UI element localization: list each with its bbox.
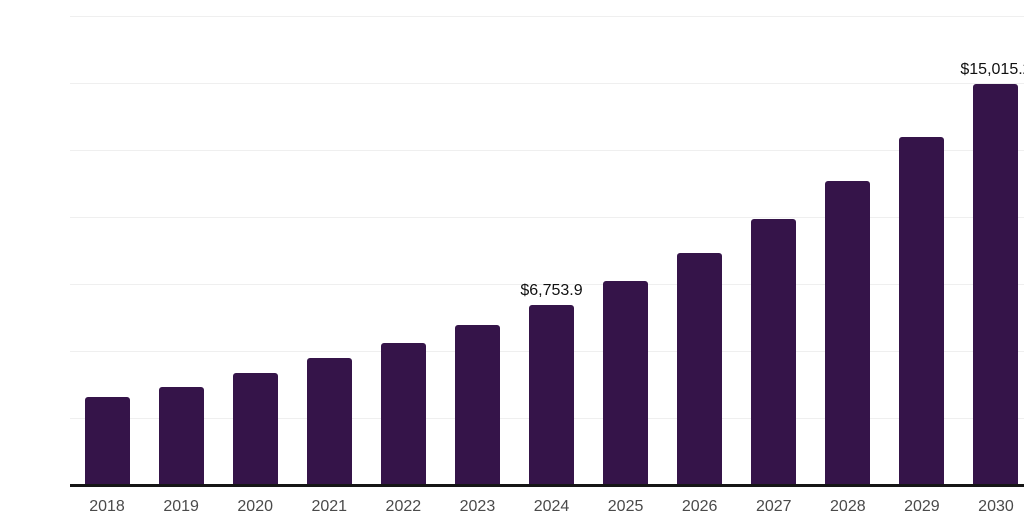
x-tick-label-2030: 2030: [978, 498, 1014, 515]
x-tick-label-2021: 2021: [311, 498, 348, 515]
x-tick-label-2019: 2019: [163, 498, 199, 515]
bar-2022: [380, 342, 426, 486]
bar-2026: [677, 252, 723, 486]
x-axis-tick-labels: 2018 2019 2020 2021 2022 2023 2024 2025 2026 2027…: [70, 497, 1024, 516]
bar-slot-2021: [292, 17, 366, 486]
bar-2029: [899, 136, 945, 486]
bar-slot-2019: [144, 17, 218, 486]
bar-2025: [603, 280, 649, 486]
x-tick-label-2023: 2023: [459, 498, 496, 515]
bar-slot-2020: [218, 17, 292, 486]
bar-slot-2022: [366, 17, 440, 486]
bar-slot-2025: [589, 17, 663, 486]
x-tick-label-2022: 2022: [385, 498, 422, 515]
bar-2020: [232, 372, 278, 486]
gridline: [70, 284, 1024, 285]
x-tick-label-2025: 2025: [607, 498, 644, 515]
bar-slot-2024: $6,753.9: [514, 17, 588, 486]
x-tick-label-2024: 2024: [533, 498, 570, 515]
bar-slot-2030: $15,015.2: [959, 17, 1024, 486]
bars-group: $6,753.9 $15,015.2: [70, 17, 1024, 486]
bar-value-label-2024: $6,753.9: [520, 282, 583, 300]
x-tick-label-2028: 2028: [830, 498, 866, 515]
bar-2023: [454, 324, 500, 486]
x-tick-label-2018: 2018: [89, 498, 125, 515]
bar-2024: $6,753.9: [520, 282, 583, 486]
x-tick-label-2029: 2029: [904, 498, 940, 515]
gridline: [70, 150, 1024, 151]
gridline: [70, 16, 1024, 17]
bar-slot-2029: [885, 17, 959, 486]
bar-slot-2028: [811, 17, 885, 486]
bar-slot-2018: [70, 17, 144, 486]
gridline: [70, 217, 1024, 218]
x-tick-label-2026: 2026: [681, 498, 718, 515]
bar-slot-2027: [737, 17, 811, 486]
bar-2021: [306, 357, 352, 486]
plot-area: $6,753.9 $15,015.2: [70, 16, 1024, 486]
bar-2018: [84, 396, 130, 486]
bar-slot-2023: [440, 17, 514, 486]
bar-2027: [751, 218, 797, 486]
gridline: [70, 83, 1024, 84]
x-tick-label-2027: 2027: [755, 498, 792, 515]
x-axis-line: [70, 484, 1024, 487]
x-tick-label-2020: 2020: [237, 498, 273, 515]
bar-2030: $15,015.2: [960, 61, 1024, 486]
bar-value-label-2030: $15,015.2: [960, 61, 1024, 78]
bar-2028: [825, 180, 871, 486]
bar-chart: $6,753.9$15,015.2 2018201920202021202220…: [40, 16, 1024, 515]
bar-2019: [158, 386, 204, 486]
bar-slot-2026: [663, 17, 737, 486]
